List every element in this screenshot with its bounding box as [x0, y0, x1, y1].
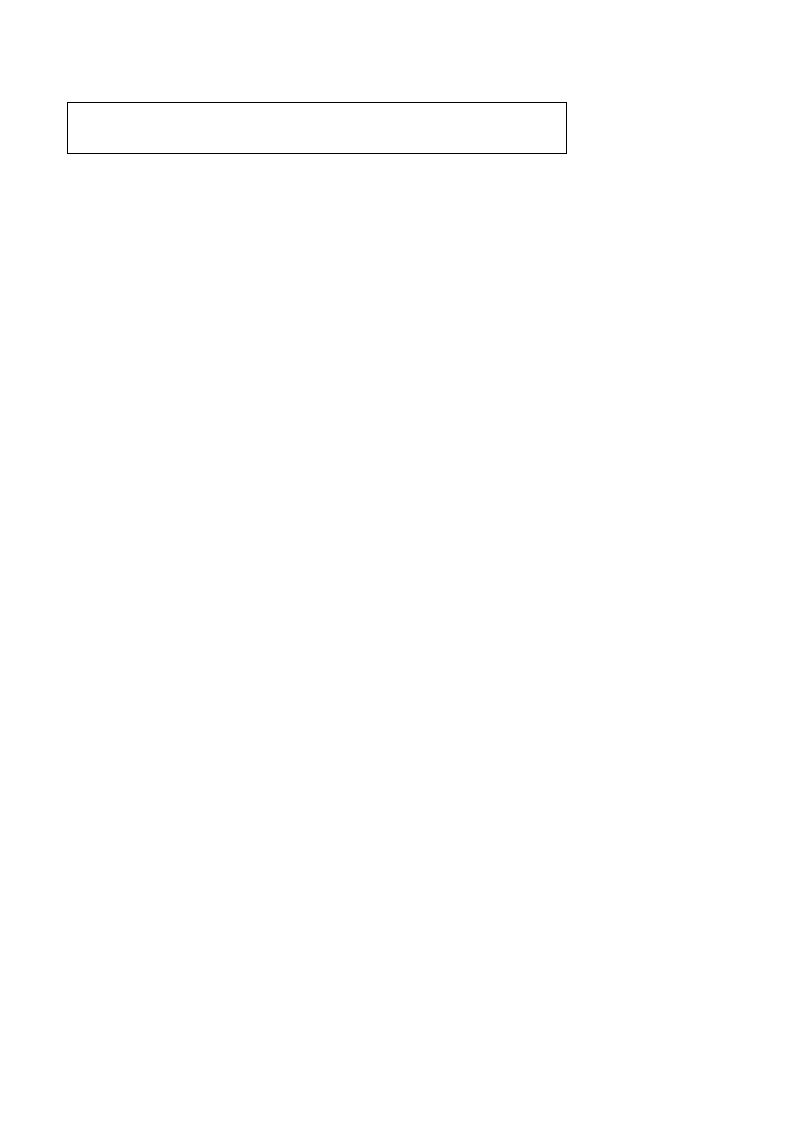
- dialog-choice-box: [67, 102, 567, 154]
